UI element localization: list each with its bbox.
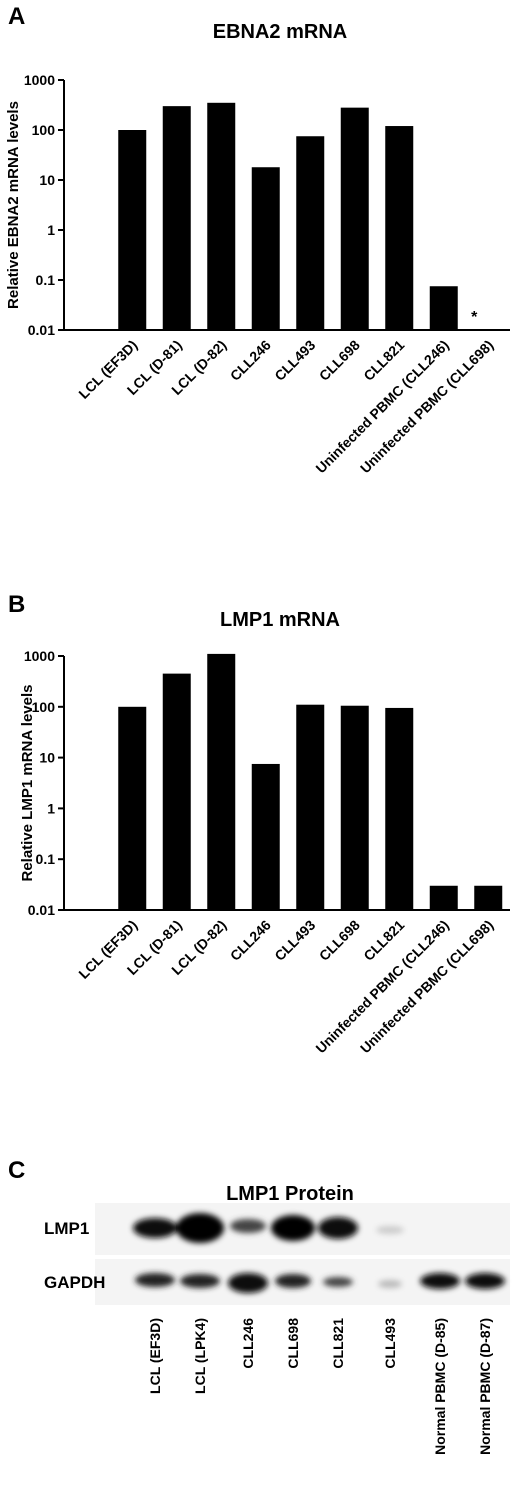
bar <box>207 653 236 910</box>
panel-label: A <box>8 3 25 30</box>
bar <box>474 885 503 910</box>
x-tick-label: CLL246 <box>227 337 274 384</box>
bar <box>118 130 147 330</box>
bar <box>429 286 458 330</box>
bar <box>340 705 369 910</box>
bar <box>251 763 280 910</box>
lane-label: CLL821 <box>330 1318 346 1369</box>
y-tick-label: 0.1 <box>36 851 56 867</box>
bar <box>340 107 369 331</box>
x-tick-label: CLL698 <box>316 337 363 384</box>
annotation: * <box>471 309 478 326</box>
lane-label: Normal PBMC (D-87) <box>477 1318 493 1455</box>
y-tick-label: 1000 <box>24 72 55 88</box>
panel-label: C <box>8 1157 25 1184</box>
lane-label: CLL698 <box>285 1318 301 1369</box>
y-tick-label: 100 <box>32 699 56 715</box>
y-tick-label: 100 <box>32 122 56 138</box>
y-axis-label: Relative LMP1 mRNA levels <box>19 684 36 881</box>
lane-label: LCL (LPK4) <box>192 1318 208 1394</box>
y-tick-label: 1 <box>47 800 55 816</box>
bar <box>385 126 414 330</box>
bar <box>207 102 236 330</box>
y-tick-label: 0.01 <box>28 322 55 338</box>
chart-title: LMP1 mRNA <box>220 609 340 631</box>
blot <box>95 1203 510 1305</box>
bar <box>385 707 414 910</box>
bar <box>251 167 280 330</box>
row-label: GAPDH <box>44 1273 105 1292</box>
x-tick-label: CLL698 <box>316 917 363 964</box>
bar <box>118 706 147 910</box>
bar <box>296 704 325 910</box>
panel-label: B <box>8 591 25 618</box>
lane-label: CLL493 <box>382 1318 398 1369</box>
x-tick-label: CLL493 <box>271 337 318 384</box>
lane-label: LCL (EF3D) <box>147 1318 163 1394</box>
x-tick-label: CLL246 <box>227 917 274 964</box>
y-tick-label: 0.01 <box>28 902 55 918</box>
y-tick-label: 0.1 <box>36 272 56 288</box>
y-tick-label: 1 <box>47 222 55 238</box>
bar <box>162 673 191 910</box>
chart-title: EBNA2 mRNA <box>213 21 347 43</box>
y-tick-label: 1000 <box>24 648 55 664</box>
bar <box>162 106 191 330</box>
y-axis-label: Relative EBNA2 mRNA levels <box>5 101 22 309</box>
y-tick-label: 10 <box>39 172 55 188</box>
bar <box>296 136 325 330</box>
y-tick-label: 10 <box>39 750 55 766</box>
row-label: LMP1 <box>44 1219 89 1238</box>
lane-label: CLL246 <box>240 1318 256 1369</box>
x-tick-label: CLL493 <box>271 917 318 964</box>
bar <box>429 885 458 910</box>
bands <box>133 1213 505 1293</box>
blot-title: LMP1 Protein <box>226 1183 354 1205</box>
lane-label: Normal PBMC (D-85) <box>432 1318 448 1455</box>
